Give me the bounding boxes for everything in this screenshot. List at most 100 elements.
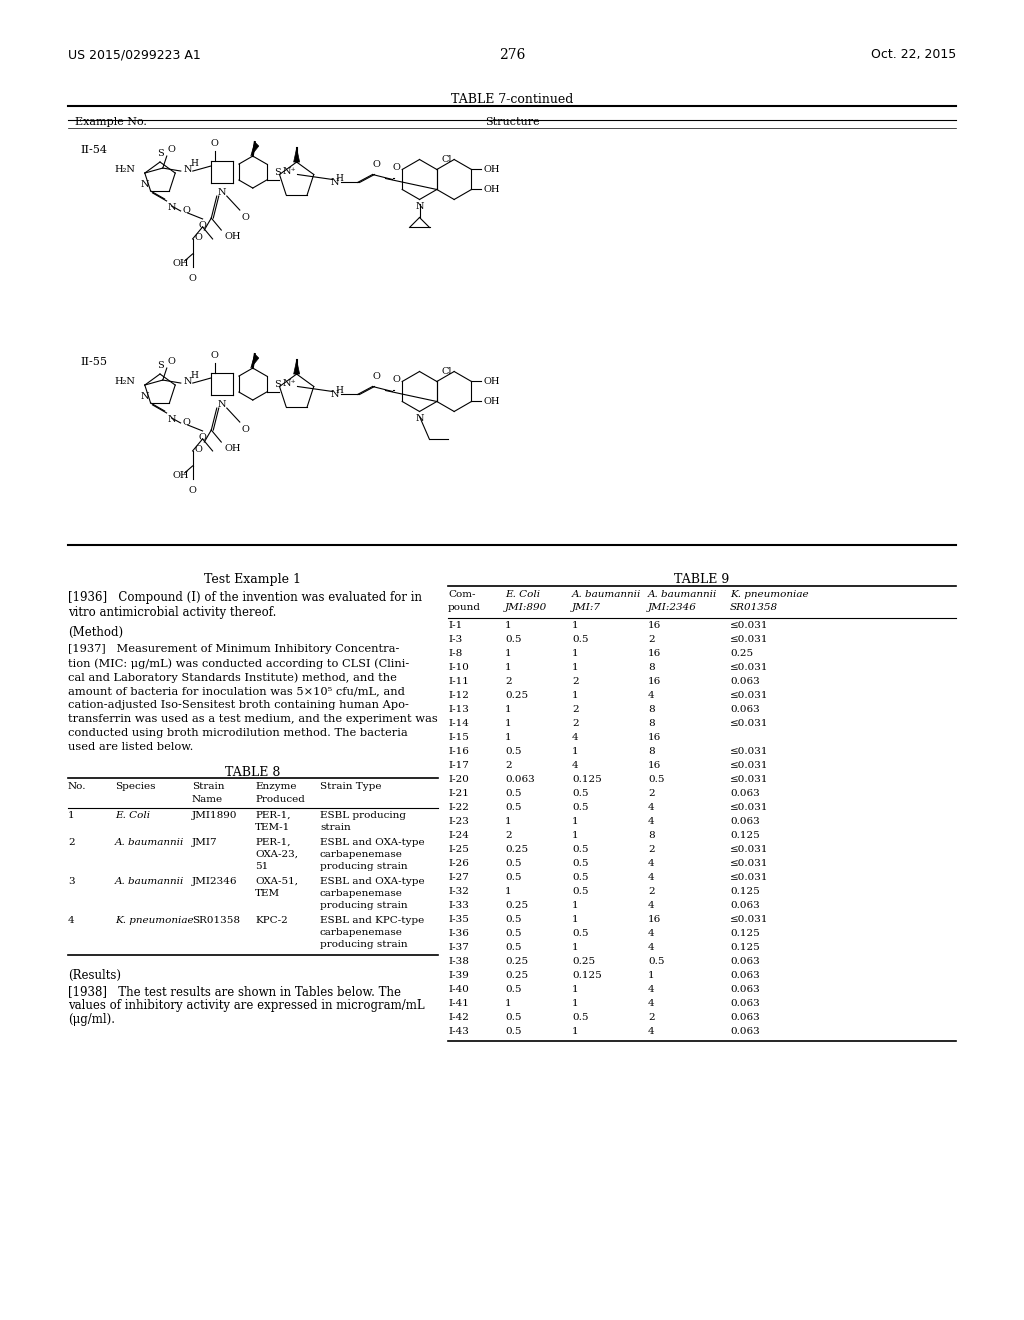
Text: OH: OH [172,259,188,268]
Text: TABLE 8: TABLE 8 [225,766,281,779]
Text: 2: 2 [572,719,579,729]
Text: N: N [183,376,193,385]
Text: O: O [392,164,400,173]
Text: producing strain: producing strain [319,940,408,949]
Text: 4: 4 [572,762,579,770]
Text: ≤0.031: ≤0.031 [730,845,768,854]
Text: 1: 1 [505,817,512,826]
Text: ≤0.031: ≤0.031 [730,762,768,770]
Text: O: O [199,433,207,442]
Text: 0.063: 0.063 [730,817,760,826]
Text: 0.5: 0.5 [505,635,521,644]
Text: 0.5: 0.5 [505,803,521,812]
Text: (Results): (Results) [68,969,121,982]
Text: 0.5: 0.5 [572,887,589,896]
Text: 0.5: 0.5 [572,635,589,644]
Text: 4: 4 [648,985,654,994]
Text: ≤0.031: ≤0.031 [730,719,768,729]
Text: 0.063: 0.063 [730,985,760,994]
Text: 2: 2 [572,677,579,686]
Text: O: O [195,445,203,454]
Text: Enzyme: Enzyme [255,781,297,791]
Text: OH: OH [172,471,188,480]
Text: 0.5: 0.5 [505,1012,521,1022]
Text: (μg/ml).: (μg/ml). [68,1012,115,1026]
Text: tion (MIC: μg/mL) was conducted according to CLSI (Clini-: tion (MIC: μg/mL) was conducted accordin… [68,657,410,668]
Text: 16: 16 [648,733,662,742]
Text: 1: 1 [572,999,579,1008]
Text: A. baumannii: A. baumannii [648,590,718,599]
Text: carbapenemase: carbapenemase [319,850,402,859]
Text: ≤0.031: ≤0.031 [730,635,768,644]
Text: 16: 16 [648,677,662,686]
Text: N⁺: N⁺ [283,168,296,176]
Text: 0.063: 0.063 [730,999,760,1008]
Text: (Method): (Method) [68,626,123,639]
Text: 0.063: 0.063 [730,1012,760,1022]
Text: [1938]   The test results are shown in Tables below. The: [1938] The test results are shown in Tab… [68,985,401,998]
Text: 0.25: 0.25 [505,902,528,909]
Text: 1: 1 [572,747,579,756]
Text: TABLE 7-continued: TABLE 7-continued [451,92,573,106]
Text: 0.5: 0.5 [505,942,521,952]
Text: OXA-51,: OXA-51, [255,876,298,886]
Text: I-11: I-11 [449,677,469,686]
Text: Structure: Structure [484,117,540,127]
Text: 2: 2 [68,838,75,847]
Text: 0.5: 0.5 [572,1012,589,1022]
Text: 0.5: 0.5 [572,873,589,882]
Text: ≤0.031: ≤0.031 [730,915,768,924]
Text: I-23: I-23 [449,817,469,826]
Text: 0.5: 0.5 [648,775,665,784]
Text: 1: 1 [505,887,512,896]
Text: 2: 2 [648,789,654,799]
Text: 2: 2 [648,1012,654,1022]
Text: transferrin was used as a test medium, and the experiment was: transferrin was used as a test medium, a… [68,714,437,723]
Text: Name: Name [193,795,223,804]
Text: 16: 16 [648,915,662,924]
Polygon shape [294,148,300,162]
Text: I-10: I-10 [449,663,469,672]
Text: 0.5: 0.5 [505,859,521,869]
Text: A. baumannii: A. baumannii [115,876,184,886]
Text: O: O [195,234,203,242]
Text: I-38: I-38 [449,957,469,966]
Text: N: N [416,202,424,211]
Text: 1: 1 [505,999,512,1008]
Text: OH: OH [483,185,500,194]
Text: 1: 1 [572,620,579,630]
Text: TABLE 9: TABLE 9 [675,573,730,586]
Text: OH: OH [483,378,500,385]
Text: A. baumannii: A. baumannii [115,838,184,847]
Text: 0.5: 0.5 [505,873,521,882]
Text: 0.063: 0.063 [730,789,760,799]
Text: amount of bacteria for inoculation was 5×10⁵ cfu/mL, and: amount of bacteria for inoculation was 5… [68,686,404,696]
Text: O: O [199,220,207,230]
Text: 0.25: 0.25 [505,845,528,854]
Text: I-22: I-22 [449,803,469,812]
Text: 1: 1 [572,649,579,657]
Text: 2: 2 [505,832,512,840]
Text: strain: strain [319,822,351,832]
Text: values of inhibitory activity are expressed in microgram/mL: values of inhibitory activity are expres… [68,999,425,1012]
Text: carbapenemase: carbapenemase [319,928,402,937]
Text: ≤0.031: ≤0.031 [730,803,768,812]
Text: 1: 1 [572,942,579,952]
Text: 0.5: 0.5 [505,915,521,924]
Text: A. baumannii: A. baumannii [572,590,641,599]
Text: ≤0.031: ≤0.031 [730,859,768,869]
Text: [1937]   Measurement of Minimum Inhibitory Concentra-: [1937] Measurement of Minimum Inhibitory… [68,644,399,653]
Text: 0.125: 0.125 [730,942,760,952]
Text: H: H [190,371,199,380]
Text: I-24: I-24 [449,832,469,840]
Text: I-12: I-12 [449,690,469,700]
Text: O: O [211,351,219,360]
Text: I-36: I-36 [449,929,469,939]
Text: 1: 1 [505,705,512,714]
Text: Strain: Strain [193,781,224,791]
Text: 4: 4 [648,999,654,1008]
Text: I-40: I-40 [449,985,469,994]
Text: N: N [140,181,150,190]
Text: E. Coli: E. Coli [115,810,151,820]
Text: producing strain: producing strain [319,902,408,909]
